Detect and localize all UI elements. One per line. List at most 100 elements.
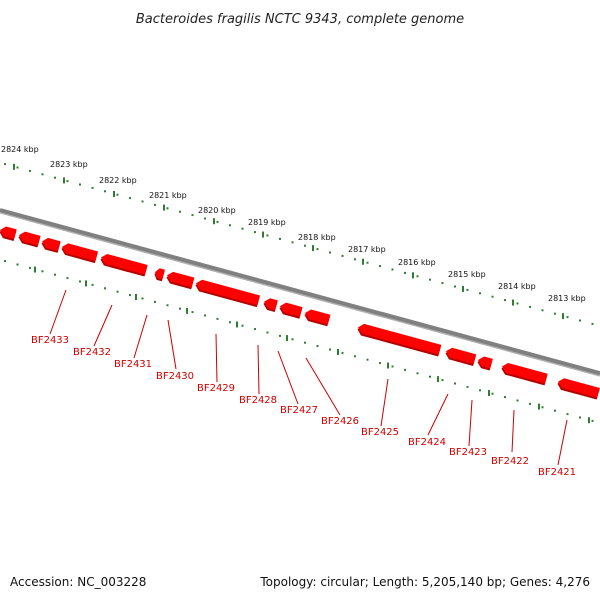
outer-minor-tick xyxy=(79,183,81,186)
gene-arrow xyxy=(304,309,331,327)
outer-minor-tick xyxy=(291,241,294,244)
outer-minor-tick xyxy=(479,292,481,295)
outer-minor-tick xyxy=(166,207,169,210)
inner-minor-tick xyxy=(354,355,356,358)
gene-leader-line xyxy=(468,399,473,447)
inner-minor-tick xyxy=(91,283,94,286)
gene-arrow xyxy=(195,279,261,308)
tick-label: 2814 kbp xyxy=(498,282,536,291)
gene-arrow xyxy=(154,268,165,282)
gene-track xyxy=(0,226,600,400)
inner-minor-tick xyxy=(391,365,394,368)
tick-labels: 2824 kbp 2823 kbp 2822 kbp 2821 kbp 2820 kbp… xyxy=(1,145,586,303)
inner-minor-tick xyxy=(591,419,594,422)
gene-leader-line xyxy=(49,289,67,335)
inner-minor-tick xyxy=(454,382,456,385)
inner-minor-tick xyxy=(466,385,469,388)
outer-minor-tick xyxy=(516,302,519,305)
outer-minor-tick xyxy=(554,312,556,315)
inner-minor-tick xyxy=(191,311,194,314)
inner-minor-tick xyxy=(516,399,519,402)
gene-label: BF2426 xyxy=(321,416,359,427)
outer-minor-tick xyxy=(66,180,69,183)
inner-minor-tick xyxy=(41,270,44,273)
gene-arrow xyxy=(18,231,41,248)
outer-minor-tick xyxy=(179,210,181,213)
inner-minor-tick xyxy=(416,372,419,375)
outer-minor-tick xyxy=(129,197,131,200)
gene-label: BF2429 xyxy=(197,383,235,394)
outer-minor-tick xyxy=(466,288,469,291)
gene-leader-line xyxy=(257,344,260,395)
gene-label: BF2433 xyxy=(31,335,69,346)
inner-minor-tick xyxy=(304,341,306,344)
gene-arrow xyxy=(263,298,278,312)
inner-minor-tick xyxy=(266,331,269,334)
outer-minor-tick xyxy=(304,244,306,247)
accession-text: Accession: NC_003228 xyxy=(10,575,146,589)
tick-label: 2818 kbp xyxy=(298,233,336,242)
inner-minor-tick xyxy=(104,287,106,290)
outer-minor-tick xyxy=(579,319,581,322)
inner-minor-tick xyxy=(441,379,444,382)
tick-label: 2815 kbp xyxy=(448,270,486,279)
inner-minor-tick xyxy=(116,290,119,293)
gene-arrow xyxy=(357,323,442,357)
outer-tick-track xyxy=(4,163,594,325)
tick-label: 2813 kbp xyxy=(548,294,586,303)
inner-minor-tick xyxy=(179,307,181,310)
outer-minor-tick xyxy=(141,200,144,203)
outer-minor-tick xyxy=(391,268,394,271)
inner-minor-tick xyxy=(541,406,544,409)
gene-label: BF2422 xyxy=(491,456,529,467)
outer-minor-tick xyxy=(404,271,406,274)
outer-minor-tick xyxy=(279,237,281,240)
inner-minor-tick xyxy=(366,358,369,361)
outer-minor-tick xyxy=(504,299,506,302)
inner-minor-tick xyxy=(316,345,319,348)
inner-minor-tick xyxy=(16,263,19,266)
genome-summary-text: Topology: circular; Length: 5,205,140 bp… xyxy=(259,575,590,589)
gene-label: BF2423 xyxy=(449,447,487,458)
gene-arrow xyxy=(61,243,99,264)
outer-minor-tick xyxy=(54,176,56,179)
gene-leader-line xyxy=(557,419,568,466)
outer-minor-tick xyxy=(91,186,94,189)
inner-minor-tick xyxy=(291,338,294,341)
inner-minor-tick xyxy=(66,277,69,280)
tick-label: 2819 kbp xyxy=(248,218,286,227)
tick-label: 2821 kbp xyxy=(149,191,187,200)
outer-minor-tick xyxy=(379,265,381,268)
inner-minor-tick xyxy=(4,260,6,263)
gene-arrow xyxy=(501,363,548,386)
inner-minor-tick xyxy=(491,392,494,395)
inner-minor-tick xyxy=(204,314,206,317)
tick-label: 2820 kbp xyxy=(198,206,236,215)
outer-minor-tick xyxy=(529,305,531,308)
outer-minor-tick xyxy=(204,217,206,220)
gene-label: BF2431 xyxy=(114,359,152,370)
gene-label: BF2432 xyxy=(73,347,111,358)
gene-leader-line xyxy=(133,314,148,359)
outer-minor-tick xyxy=(316,248,319,251)
inner-minor-tick xyxy=(29,266,31,269)
gene-leader-line xyxy=(380,378,389,427)
gene-leader-line xyxy=(167,319,177,370)
outer-minor-tick xyxy=(366,261,369,264)
inner-minor-tick xyxy=(429,375,431,378)
inner-minor-tick xyxy=(141,297,144,300)
outer-minor-tick xyxy=(216,220,219,223)
backbone-line xyxy=(0,208,600,376)
outer-minor-tick xyxy=(29,169,31,172)
inner-minor-tick xyxy=(254,328,256,331)
tick-label: 2823 kbp xyxy=(50,160,88,169)
gene-leader-line xyxy=(305,357,341,416)
outer-minor-tick xyxy=(591,322,594,325)
inner-minor-tick xyxy=(54,273,56,276)
gene-arrow xyxy=(557,378,600,400)
outer-minor-tick xyxy=(254,231,256,234)
outer-minor-tick xyxy=(541,309,544,312)
outer-minor-tick xyxy=(16,166,19,169)
inner-tick-track xyxy=(4,260,594,424)
gene-labels: BF2433BF2432BF2431BF2430BF2429BF2428BF24… xyxy=(31,289,576,478)
